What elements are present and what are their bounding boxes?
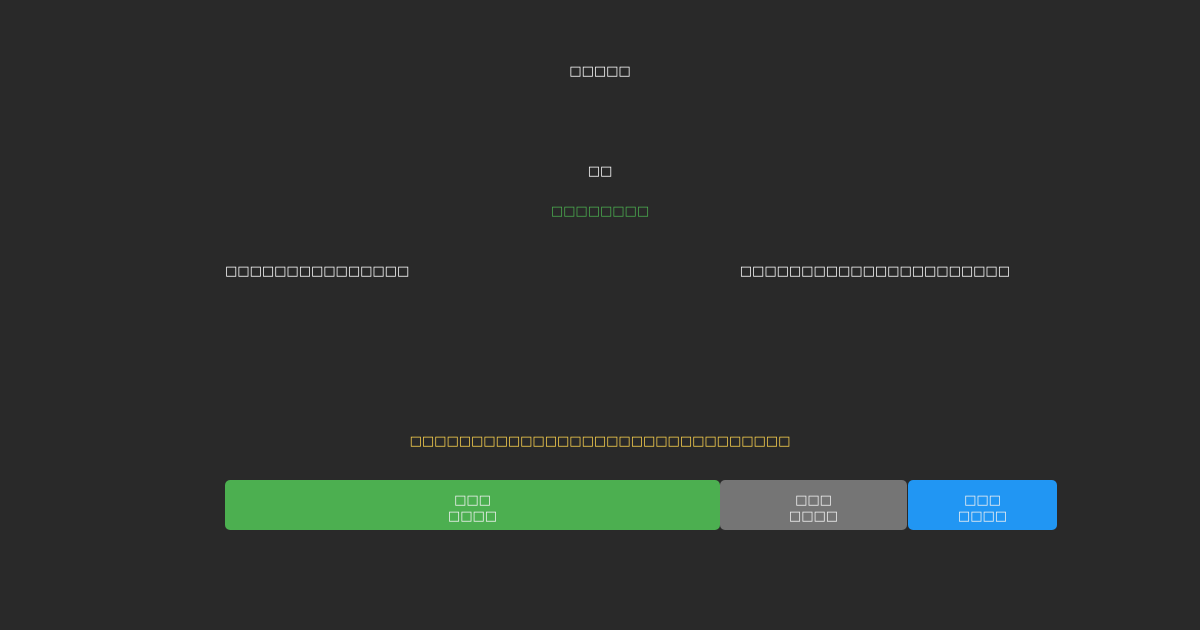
primary-button[interactable]: □□□ □□□□ — [225, 480, 720, 530]
title: □□□□□ — [569, 64, 631, 79]
secondary-button[interactable]: □□□ □□□□ — [720, 480, 907, 530]
button-sublabel: □□□□ — [788, 509, 839, 524]
notice: □□□□□□□□□□□□□□□□□□□□□□□□□□□□□□□ — [409, 434, 791, 449]
info-left: □□□□□□□□□□□□□□□ — [225, 264, 410, 279]
button-label: □□□ — [454, 493, 491, 508]
status-detail: □□□□□□□□ — [550, 204, 650, 219]
info-right: □□□□□□□□□□□□□□□□□□□□□□ — [739, 264, 1010, 279]
status-label: □□ — [587, 164, 613, 179]
info-button[interactable]: □□□ □□□□ — [908, 480, 1057, 530]
button-sublabel: □□□□ — [447, 509, 498, 524]
button-label: □□□ — [795, 493, 832, 508]
button-sublabel: □□□□ — [957, 509, 1008, 524]
button-label: □□□ — [964, 493, 1001, 508]
